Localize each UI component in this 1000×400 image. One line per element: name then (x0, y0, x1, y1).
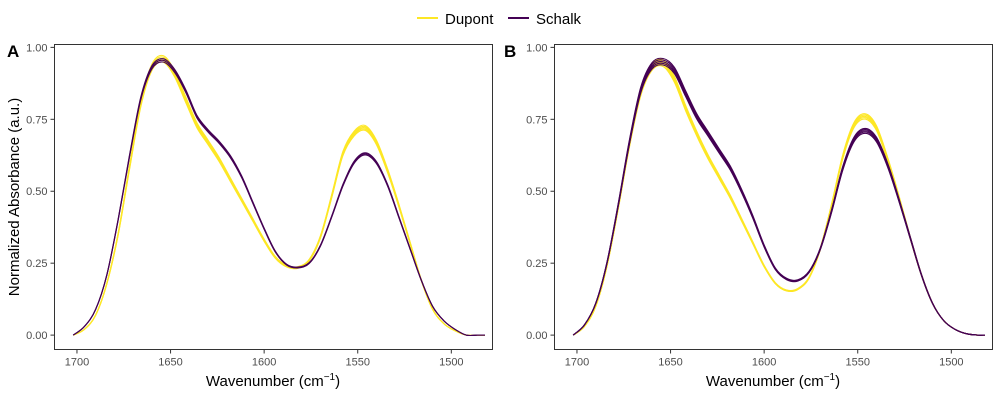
panel-label-a: A (7, 42, 19, 61)
legend: Dupont Schalk (417, 11, 582, 28)
series-line-b-schalk-2 (572, 60, 986, 336)
x-tick-label-b-1650: 1650 (658, 357, 682, 369)
y-axis-label-a: Normalized Absorbance (a.u.) (6, 98, 23, 296)
legend-label-dupont: Dupont (445, 11, 494, 28)
panel-a: A 1700 1650 1600 1550 1500 0.00 0.25 0.50 0.75 1.… (6, 42, 493, 390)
plot-frame-a (54, 44, 493, 350)
series-line-b-dupont-2 (572, 61, 986, 336)
series-b (572, 57, 986, 336)
ticks-b: 1700 1650 1600 1550 1500 0.00 0.25 0.50 0.75 1.00 (526, 42, 963, 368)
series-line-a-schalk-0 (72, 61, 486, 337)
x-tick-label-a-1550: 1550 (345, 357, 369, 369)
series-a (72, 54, 486, 337)
x-tick-label-b-1550: 1550 (845, 357, 869, 369)
series-line-b-dupont-1 (572, 63, 986, 336)
series-line-b-dupont-0 (572, 65, 986, 336)
x-tick-label-a-1700: 1700 (65, 357, 89, 369)
series-line-b-schalk-3 (572, 59, 986, 336)
x-tick-label-b-1600: 1600 (752, 357, 776, 369)
y-tick-label-a-2: 0.50 (26, 186, 47, 198)
series-line-a-schalk-1 (72, 59, 486, 337)
y-tick-label-a-3: 0.75 (26, 114, 47, 126)
x-axis-label-a: Wavenumber (cm−1) (206, 372, 340, 390)
series-line-b-schalk-4 (572, 57, 986, 336)
y-tick-label-a-4: 1.00 (26, 42, 47, 54)
series-line-b-schalk-1 (572, 62, 986, 336)
series-line-b-dupont-4 (572, 58, 986, 336)
legend-label-schalk: Schalk (536, 11, 582, 28)
x-tick-label-b-1700: 1700 (565, 357, 589, 369)
plot-frame-b (554, 44, 993, 350)
series-line-a-dupont-3 (72, 56, 486, 336)
y-tick-label-b-2: 0.50 (526, 186, 547, 198)
y-tick-label-a-0: 0.00 (26, 330, 47, 342)
series-line-a-dupont-0 (72, 61, 486, 336)
series-line-a-dupont-2 (72, 58, 486, 336)
ticks-a: 1700 1650 1600 1550 1500 0.00 0.25 0.50 0.75 1.00 (26, 42, 463, 368)
panel-label-b: B (504, 42, 516, 61)
y-tick-label-a-1: 0.25 (26, 258, 47, 270)
series-line-b-schalk-0 (572, 64, 986, 336)
panel-b: B 1700 1650 1600 1550 1500 0.00 0.25 0.50 0.75 1.… (504, 42, 993, 390)
series-line-a-dupont-4 (72, 54, 486, 336)
series-line-b-dupont-3 (572, 60, 986, 336)
x-tick-label-a-1650: 1650 (158, 357, 182, 369)
y-tick-label-b-1: 0.25 (526, 258, 547, 270)
x-tick-label-a-1500: 1500 (439, 357, 463, 369)
y-tick-label-b-4: 1.00 (526, 42, 547, 54)
x-tick-label-a-1600: 1600 (252, 357, 276, 369)
y-tick-label-b-0: 0.00 (526, 330, 547, 342)
series-line-a-dupont-1 (72, 59, 486, 336)
x-axis-label-b: Wavenumber (cm−1) (706, 372, 840, 390)
x-tick-label-b-1500: 1500 (939, 357, 963, 369)
series-line-a-schalk-2 (72, 58, 486, 337)
y-tick-label-b-3: 0.75 (526, 114, 547, 126)
